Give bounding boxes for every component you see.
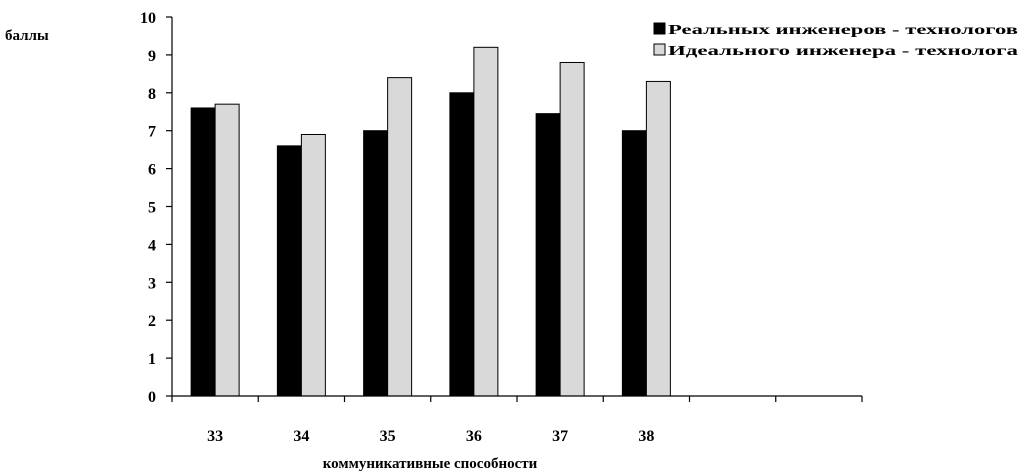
y-axis-label: баллы [5, 28, 49, 44]
y-tick-label: 3 [148, 275, 156, 292]
bar-series-2-cat-33 [214, 103, 240, 397]
legend: Реальных инженеров - технологов Идеальног… [653, 22, 1019, 59]
legend-label-1: Реальных инженеров - технологов [668, 23, 1019, 38]
y-tick-label: 2 [148, 313, 156, 330]
bar-series-2-cat-36 [473, 46, 499, 397]
y-tick-label: 9 [148, 48, 156, 65]
y-tick-label: 6 [148, 162, 156, 179]
y-tick-label: 5 [148, 200, 156, 217]
bar-series-1-cat-37 [535, 113, 561, 397]
legend-swatch-2 [653, 43, 666, 56]
bar-series-1-cat-38 [621, 130, 647, 397]
x-tick-label: 38 [638, 428, 654, 445]
bar-series-1-cat-36 [449, 92, 475, 397]
legend-label-2: Идеального инженера - технолога [668, 44, 1018, 59]
bar-series-1-cat-33 [190, 107, 216, 397]
bar-series-2-cat-38 [645, 80, 671, 397]
bar-series-1-cat-35 [363, 130, 389, 397]
x-tick-label: 37 [552, 428, 568, 445]
x-tick-label: 36 [466, 428, 482, 445]
y-tick-label: 4 [148, 237, 156, 254]
x-tick-label: 35 [380, 428, 396, 445]
y-tick-label: 10 [140, 10, 156, 27]
bar-series-2-cat-37 [559, 61, 585, 397]
y-tick-label: 0 [148, 389, 156, 406]
y-tick-label: 1 [148, 351, 156, 368]
y-tick-label: 8 [148, 86, 156, 103]
x-tick-label: 34 [293, 428, 309, 445]
legend-swatch-1 [653, 22, 666, 35]
x-axis-label: коммуникативные способности [323, 456, 538, 472]
bar-series-1-cat-34 [276, 145, 302, 397]
bar-series-2-cat-35 [387, 77, 413, 397]
bar-series-2-cat-34 [300, 133, 326, 397]
x-tick-label: 33 [207, 428, 223, 445]
y-tick-label: 7 [148, 124, 156, 141]
